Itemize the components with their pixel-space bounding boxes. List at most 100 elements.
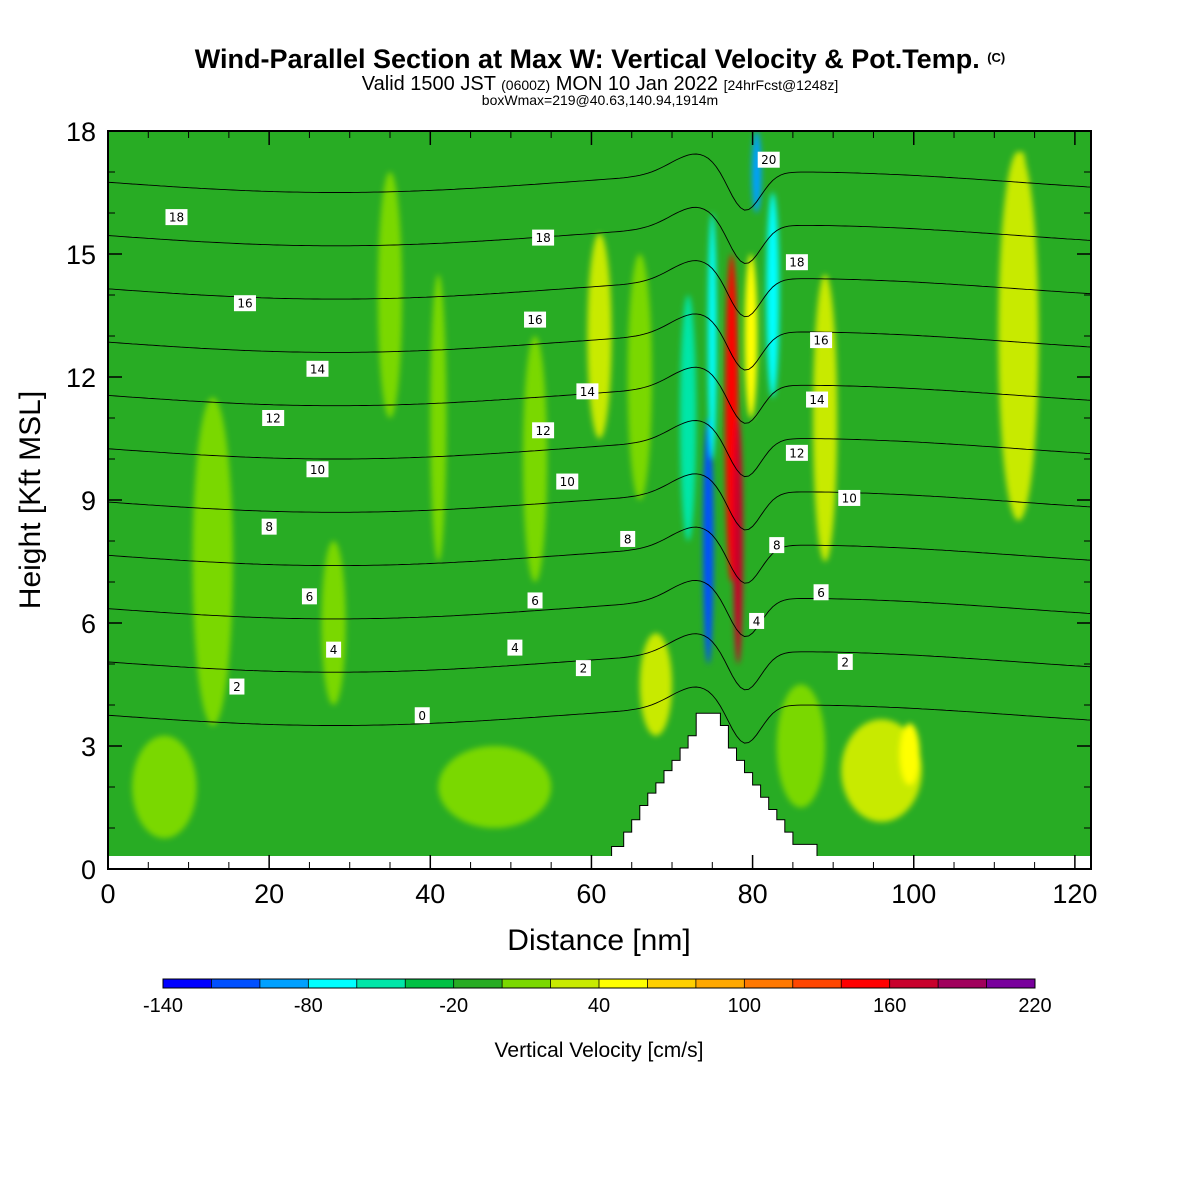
- contour-label: 8: [773, 539, 781, 553]
- velocity-feature: [192, 397, 233, 726]
- y-tick-label: 9: [81, 486, 96, 516]
- velocity-feature: [813, 274, 838, 562]
- contour-label-box: [414, 707, 430, 724]
- contour-label-box: [229, 678, 245, 695]
- contour-label: 6: [306, 590, 314, 604]
- contour-label-box: [306, 461, 329, 478]
- velocity-feature: [430, 274, 447, 562]
- theta-contours: [108, 153, 1091, 744]
- theta-contour-line: [108, 473, 1091, 531]
- contour-label-box: [527, 592, 543, 609]
- theta-contour-line: [108, 366, 1091, 424]
- velocity-feature: [522, 336, 548, 582]
- contour-label-box: [575, 660, 591, 677]
- colorbar-segment: [502, 979, 552, 988]
- y-tick-label: 6: [81, 609, 96, 639]
- colorbar-tick-label: -80: [294, 995, 323, 1017]
- terrain-profile: [611, 712, 826, 869]
- valid-date: MON 10 Jan 2022: [555, 73, 719, 95]
- y-tick-label: 0: [81, 855, 96, 885]
- colorbar-segment: [405, 979, 455, 988]
- velocity-feature: [680, 295, 697, 541]
- theta-contour-line: [108, 153, 1091, 211]
- contour-label-box: [301, 588, 317, 605]
- contour-label-box: [576, 383, 599, 400]
- copyright-mark: (C): [987, 50, 1006, 65]
- contour-label-box: [507, 639, 523, 656]
- contour-label-box: [532, 229, 555, 246]
- contour-label: 16: [527, 313, 542, 327]
- contour-label: 12: [266, 412, 281, 426]
- colorbar-tick-label: 160: [873, 995, 906, 1017]
- contour-label-box: [620, 530, 636, 547]
- theta-contour-line: [108, 526, 1091, 584]
- velocity-feature: [751, 131, 762, 213]
- colorbar-segment: [695, 979, 745, 988]
- velocity-feature: [587, 233, 612, 439]
- colorbar-segment: [647, 979, 697, 988]
- box-info: boxWmax=219@40.63,140.94,1914m: [481, 92, 719, 108]
- contour-label: 10: [310, 463, 325, 477]
- contour-label-box: [306, 360, 329, 377]
- contour-label: 8: [265, 520, 273, 534]
- contour-label: 14: [809, 393, 824, 407]
- y-tick-label: 3: [81, 732, 96, 762]
- contour-label: 18: [789, 256, 804, 270]
- theta-contour-line: [108, 420, 1091, 478]
- plot-area: [108, 131, 1091, 869]
- colorbar-segment: [550, 979, 600, 988]
- x-tick-label: 100: [891, 879, 936, 909]
- contour-label-box: [261, 518, 277, 535]
- colorbar-segment: [259, 979, 309, 988]
- contour-label: 4: [753, 614, 761, 628]
- contour-label-box: [810, 332, 833, 349]
- colorbar-segment: [792, 979, 842, 988]
- velocity-feature: [1014, 151, 1031, 439]
- velocity-feature: [899, 723, 920, 785]
- x-tick-label: 80: [738, 879, 768, 909]
- velocity-feature: [321, 541, 346, 705]
- contour-label: 4: [330, 643, 338, 657]
- colorbar-segment: [889, 979, 939, 988]
- theta-contour-line: [108, 579, 1091, 637]
- velocity-feature: [733, 418, 743, 664]
- x-axis-label: Distance [nm]: [507, 924, 690, 957]
- colorbar: -140 -80 -20 40 100 160 220: [143, 978, 1052, 1017]
- contour-label-box: [806, 391, 829, 408]
- colorbar-segment: [356, 979, 406, 988]
- colorbar-tick-label: 40: [588, 995, 610, 1017]
- theta-contour-line: [108, 260, 1091, 318]
- contour-label-box: [837, 653, 853, 670]
- x-tick-label: 60: [576, 879, 606, 909]
- contour-label: 8: [624, 532, 632, 546]
- contour-label: 12: [535, 424, 550, 438]
- x-tick-label: 0: [100, 879, 115, 909]
- colorbar-segment: [599, 979, 648, 988]
- contour-label: 0: [418, 709, 426, 723]
- contour-label: 18: [535, 231, 550, 245]
- colorbar-segment: [453, 979, 503, 988]
- colorbar-tick-label: 220: [1018, 995, 1051, 1017]
- contour-label-box: [165, 209, 188, 226]
- chart-title-text: Wind-Parallel Section at Max W: Vertical…: [194, 44, 980, 74]
- contour-label: 6: [531, 594, 539, 608]
- y-tick-label: 18: [66, 117, 96, 147]
- contour-label: 4: [511, 641, 519, 655]
- colorbar-segment: [938, 979, 988, 988]
- contour-label: 14: [580, 385, 595, 399]
- contour-label: 18: [169, 211, 184, 225]
- colorbar-label: Vertical Velocity [cm/s]: [495, 1039, 704, 1062]
- contour-label-box: [749, 612, 765, 629]
- x-tick-label: 20: [254, 879, 284, 909]
- theta-contour-line: [108, 313, 1091, 371]
- contour-label: 20: [761, 153, 776, 167]
- contour-label: 2: [841, 655, 849, 669]
- colorbar-segment: [308, 979, 358, 988]
- contour-label-box: [524, 311, 547, 328]
- theta-contour-line: [108, 686, 1091, 744]
- colorbar-segment: [163, 979, 212, 988]
- y-axis-label: Height [Kft MSL]: [14, 391, 47, 609]
- contour-label-box: [233, 295, 256, 312]
- forecast-info: [24hrFcst@1248z]: [723, 77, 839, 93]
